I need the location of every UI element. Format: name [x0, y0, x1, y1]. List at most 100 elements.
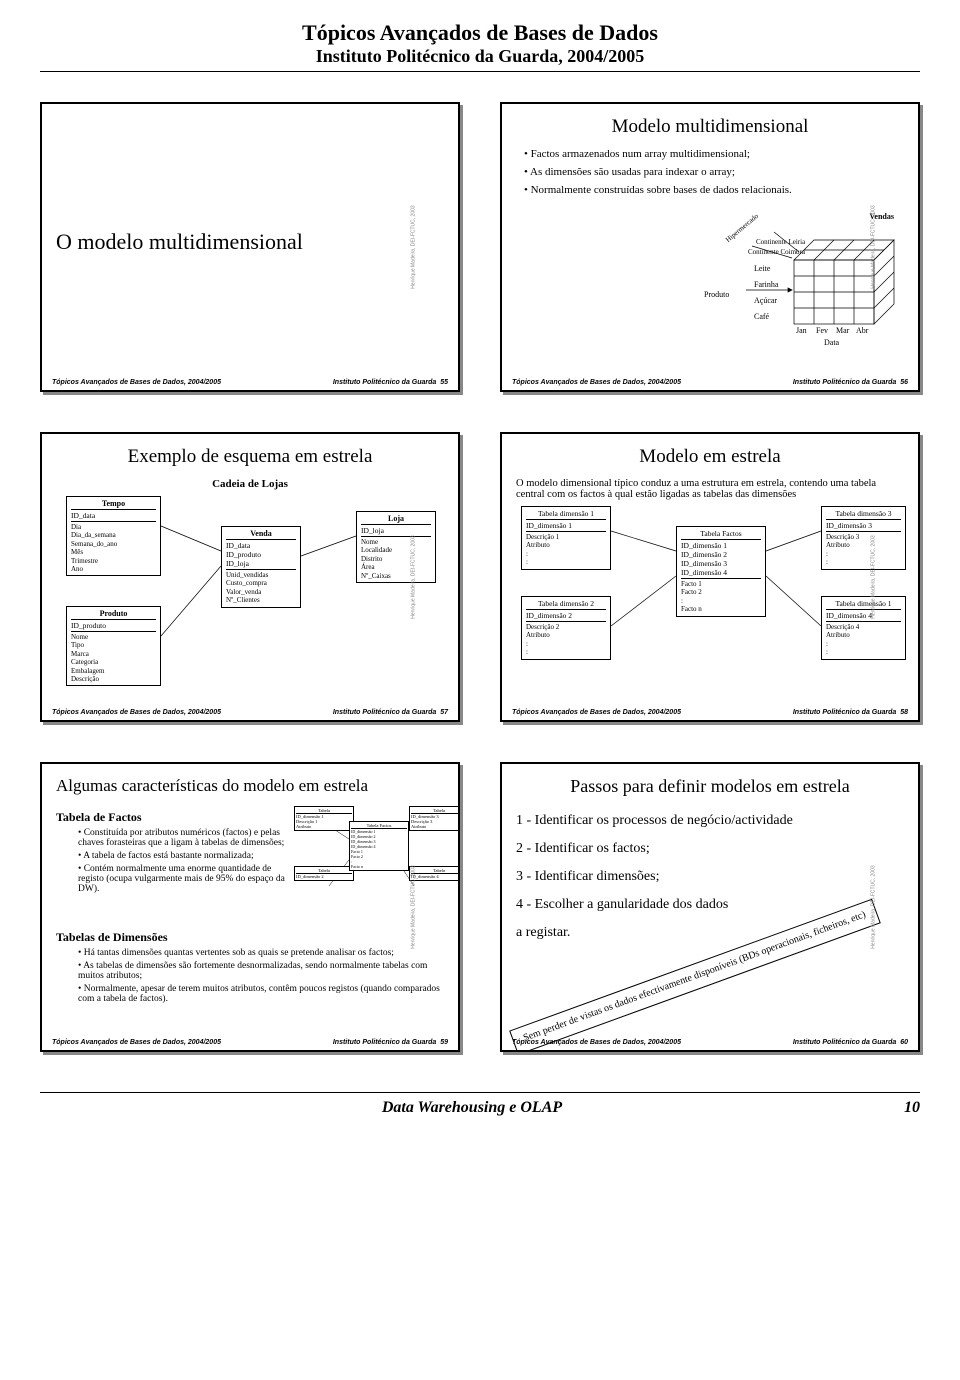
slide-58-intro: O modelo dimensional típico conduz a uma… — [516, 478, 904, 500]
tbl-key: ID_dimensão 2 — [526, 609, 606, 622]
tbl-attrs: Nome Tipo Marca Categoria Embalagem Desc… — [71, 632, 156, 683]
footer-right: Instituto Politécnico da Guarda — [333, 1039, 436, 1046]
slide-56-bullets: Factos armazenados num array multidimens… — [516, 148, 904, 196]
tbl-name: Venda — [226, 529, 296, 538]
tbl-name: Tempo — [71, 499, 156, 508]
slide-56-title: Modelo multidimensional — [516, 116, 904, 138]
mini-key: ID_dimensão 2 — [296, 873, 352, 879]
footer-right: Instituto Politécnico da Guarda — [793, 1039, 896, 1046]
slide-57-title: Exemplo de esquema em estrela — [56, 446, 444, 468]
dim-header: Tabelas de Dimensões — [56, 930, 444, 945]
slide-num: 56 — [900, 379, 908, 386]
bullet: Normalmente construídas sobre bases de d… — [524, 184, 904, 196]
tbl-key: ID_dimensão 4 — [826, 609, 901, 622]
tbl-attrs: Descrição 3 Atributo : : — [826, 532, 901, 567]
tbl-attrs: Descrição 2 Atributo : : — [526, 622, 606, 657]
slide-58-title: Modelo em estrela — [516, 446, 904, 468]
mini-f: Facto 1 Facto 2 : Facto n — [351, 849, 407, 869]
row-2: Exemplo de esquema em estrela Cadeia de … — [40, 432, 920, 722]
factos-table: Tabela Factos ID_dimensão 1 ID_dimensão … — [676, 526, 766, 617]
attribution: Henrique Madeira, DEI-FCTUC, 2003 — [410, 865, 416, 948]
venda-table: Venda ID_data ID_produto ID_loja Unid_ve… — [221, 526, 301, 608]
data-axis-label: Data — [824, 338, 839, 347]
tbl-name: Tabela dimensão 1 — [526, 509, 606, 518]
loja-table: Loja ID_loja Nome Localidade Distrito Ár… — [356, 511, 436, 583]
slide-59: Algumas características do modelo em est… — [40, 762, 460, 1052]
footer-left: Tópicos Avançados de Bases de Dados, 200… — [512, 1039, 681, 1046]
dim1-table: Tabela dimensão 1 ID_dimensão 1 Descriçã… — [521, 506, 611, 570]
month-0: Jan — [796, 326, 807, 335]
footer-right: Instituto Politécnico da Guarda — [333, 379, 436, 386]
tbl-attrs: Nome Localidade Distrito Área Nº_Caixas — [361, 537, 431, 580]
bullet: Factos armazenados num array multidimens… — [524, 148, 904, 160]
tbl-name: Tabela dimensão 1 — [826, 599, 901, 608]
tbl-name: Produto — [71, 609, 156, 618]
bullet: Normalmente, apesar de terem muitos atri… — [78, 984, 444, 1004]
attribution: Henrique Madeira, DEI-FCTUC, 2003 — [870, 535, 876, 618]
slide-num: 60 — [900, 1039, 908, 1046]
step: 3 - Identificar dimensões; — [516, 863, 904, 891]
tbl-key: ID_loja — [361, 524, 431, 537]
tbl-attrs: Dia Dia_da_semana Semana_do_ano Mês Trim… — [71, 522, 156, 573]
tempo-table: Tempo ID_data Dia Dia_da_semana Semana_d… — [66, 496, 161, 576]
month-2: Mar — [836, 326, 849, 335]
mini-attr: Descrição 3 Atributo — [411, 819, 460, 829]
slide-59-title: Algumas características do modelo em est… — [56, 776, 444, 796]
slide-55: O modelo multidimensional Henrique Madei… — [40, 102, 460, 392]
tbl-attrs: Descrição 1 Atributo : : — [526, 532, 606, 567]
slide-56: Modelo multidimensional Factos armazenad… — [500, 102, 920, 392]
mini-attr: Descrição 1 Atributo — [296, 819, 352, 829]
footer-right: Instituto Politécnico da Guarda — [793, 709, 896, 716]
produto-table: Produto ID_produto Nome Tipo Marca Categ… — [66, 606, 161, 686]
tbl-keys: ID_dimensão 1 ID_dimensão 2 ID_dimensão … — [681, 539, 761, 579]
page-subtitle: Instituto Politécnico da Guarda, 2004/20… — [40, 46, 920, 72]
slide-num: 57 — [440, 709, 448, 716]
dim3-table: Tabela dimensão 3 ID_dimensão 3 Descriçã… — [821, 506, 906, 570]
attribution: Henrique Madeira, DEI-FCTUC, 2003 — [410, 205, 416, 288]
factos-bullets: Constituída por atributos numéricos (fac… — [56, 828, 288, 894]
slide-55-title: O modelo multidimensional — [56, 229, 303, 255]
footer-left: Tópicos Avançados de Bases de Dados, 200… — [512, 709, 681, 716]
tbl-key: ID_data — [71, 509, 156, 522]
bullet: As dimensões são usadas para indexar o a… — [524, 166, 904, 178]
footer-left: Tópicos Avançados de Bases de Dados, 200… — [52, 1039, 221, 1046]
factos-header: Tabela de Factos — [56, 810, 288, 825]
slide-60-title: Passos para definir modelos em estrela — [516, 776, 904, 797]
row-1: O modelo multidimensional Henrique Madei… — [40, 102, 920, 392]
attribution: Henrique Madeira, DEI-FCTUC, 2003 — [870, 205, 876, 288]
footer-left: Tópicos Avançados de Bases de Dados, 200… — [52, 379, 221, 386]
page-footer-left: Data Warehousing e OLAP — [40, 1099, 904, 1117]
attribution: Henrique Madeira, DEI-FCTUC, 2003 — [410, 535, 416, 618]
dim2-table: Tabela dimensão 2 ID_dimensão 2 Descriçã… — [521, 596, 611, 660]
tbl-key: ID_dimensão 3 — [826, 519, 901, 532]
attribution: Henrique Madeira, DEI-FCTUC, 2003 — [870, 865, 876, 948]
star-schema-example: Tempo ID_data Dia Dia_da_semana Semana_d… — [56, 496, 444, 706]
slide-60: Passos para definir modelos em estrela 1… — [500, 762, 920, 1052]
tbl-name: Tabela dimensão 3 — [826, 509, 901, 518]
footer-right: Instituto Politécnico da Guarda — [793, 379, 896, 386]
star-schema-generic: Tabela dimensão 1 ID_dimensão 1 Descriçã… — [516, 506, 904, 686]
footer-left: Tópicos Avançados de Bases de Dados, 200… — [52, 709, 221, 716]
tbl-key: ID_dimensão 1 — [526, 519, 606, 532]
tbl-attrs: Unid_vendidas Custo_compra Valor_venda N… — [226, 570, 296, 605]
bullet: As tabelas de dimensões são fortemente d… — [78, 961, 444, 981]
tbl-name: Tabela dimensão 2 — [526, 599, 606, 608]
footer-right: Instituto Politécnico da Guarda — [333, 709, 436, 716]
tbl-name: Loja — [361, 514, 431, 523]
month-3: Abr — [856, 326, 868, 335]
step: 1 - Identificar os processos de negócio/… — [516, 807, 904, 835]
mini-key: ID_dimensão 4 — [411, 873, 460, 879]
month-1: Fev — [816, 326, 828, 335]
tbl-keys: ID_data ID_produto ID_loja — [226, 539, 296, 570]
page-title: Tópicos Avançados de Bases de Dados — [40, 20, 920, 46]
step: 4 - Escolher a ganularidade dos dados a … — [516, 891, 736, 947]
chain-label: Cadeia de Lojas — [56, 478, 444, 490]
step: 2 - Identificar os factos; — [516, 835, 904, 863]
page-footer: Data Warehousing e OLAP 10 — [40, 1092, 920, 1117]
bullet: A tabela de factos está bastante normali… — [78, 851, 288, 861]
tbl-attrs: Descrição 4 Atributo : : — [826, 622, 901, 657]
slide-57: Exemplo de esquema em estrela Cadeia de … — [40, 432, 460, 722]
slide-num: 59 — [440, 1039, 448, 1046]
footer-left: Tópicos Avançados de Bases de Dados, 200… — [512, 379, 681, 386]
bullet: Há tantas dimensões quantas vertentes so… — [78, 948, 444, 958]
